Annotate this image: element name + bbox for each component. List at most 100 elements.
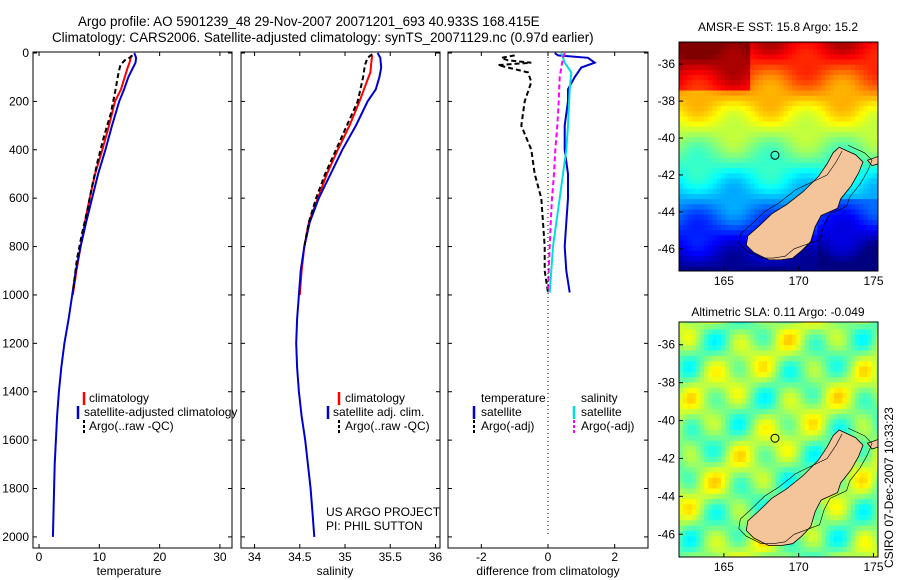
sst-map-cell — [725, 157, 730, 163]
sst-map-cell — [695, 110, 701, 117]
sst-map-cell — [850, 198, 856, 205]
sst-map-cell — [679, 126, 684, 132]
sla-map-cell — [746, 514, 751, 521]
sla-map-cell — [741, 488, 747, 494]
sla-map-cell — [699, 419, 705, 425]
sla-map-cell — [737, 397, 743, 404]
sst-map-cell — [708, 43, 713, 50]
sla-map-cell — [767, 339, 772, 346]
sla-map-cell — [683, 450, 688, 457]
sst-map-cell — [871, 59, 877, 65]
sst-map-cell — [792, 193, 797, 200]
sst-map-cell — [712, 131, 718, 138]
sla-map-cell — [712, 546, 718, 553]
sst-map-cell — [720, 95, 726, 101]
sla-map-cell — [787, 477, 793, 484]
sla-map-cell — [695, 445, 701, 452]
sst-map-cell — [863, 188, 868, 194]
sst-map-cell — [829, 79, 835, 86]
sst-map-cell — [683, 193, 688, 200]
sla-map-cell — [855, 461, 860, 468]
sla-map-cell — [863, 456, 868, 462]
sst-map-cell — [712, 157, 718, 163]
sst-map-cell — [767, 162, 772, 169]
sla-map-cell — [754, 551, 760, 557]
sst-map-cell — [762, 157, 768, 163]
sst-map-cell — [783, 183, 789, 189]
sst-map-cell — [758, 219, 764, 225]
sla-map-cell — [808, 397, 814, 404]
sst-map-cell — [829, 69, 835, 75]
sst-map-cell — [855, 74, 860, 81]
temperature-series-line-satellite-adjusted-climatology — [51, 52, 138, 537]
sla-map-cell — [787, 456, 793, 462]
sst-map-cell — [808, 121, 814, 127]
sst-map-cell — [863, 162, 868, 169]
sla-map-cell — [733, 360, 739, 367]
sla-map-cell — [855, 323, 860, 330]
sla-map-cell — [687, 509, 693, 515]
sst-map-cell — [775, 79, 781, 86]
sst-map-cell — [804, 157, 810, 163]
sla-map-cell — [771, 456, 776, 462]
sla-map-cell — [825, 403, 831, 409]
sst-map-cell — [796, 115, 801, 122]
sla-map-cell — [683, 509, 688, 515]
sla-map-cell — [683, 551, 688, 557]
sla-map-cell — [750, 424, 755, 431]
sla-map-cell — [842, 403, 848, 409]
sst-map-cell — [758, 43, 764, 50]
sst-map-cell — [850, 219, 856, 225]
sla-map-cell — [859, 355, 864, 362]
sst-map-cell — [863, 141, 868, 148]
sla-map-cell — [695, 456, 701, 462]
sst-map-cell — [838, 74, 843, 81]
sla-map-cell — [720, 509, 726, 515]
sla-map-cell — [695, 461, 701, 468]
sst-map-cell — [875, 48, 878, 55]
sst-map-cell — [783, 84, 789, 91]
sst-map-cell — [699, 105, 705, 112]
sst-map-cell — [762, 183, 768, 189]
sla-map-cell — [829, 355, 835, 362]
sla-map-cell — [720, 482, 726, 489]
sla-map-cell — [720, 371, 726, 378]
sst-map-cell — [838, 53, 843, 60]
sst-map-cell — [859, 110, 864, 117]
sla-map-cell — [720, 445, 726, 452]
sla-map-cell — [754, 381, 760, 388]
sst-map-cell — [855, 224, 860, 231]
sst-map-cell — [679, 188, 684, 194]
sst-map-cell — [850, 183, 856, 189]
sla-map-cell — [720, 408, 726, 415]
sst-map-cell — [771, 100, 776, 107]
sst-map-cell — [704, 64, 709, 70]
sla-map-cell — [821, 339, 827, 346]
sst-map-cell — [741, 188, 747, 194]
sla-map-cell — [838, 488, 843, 494]
sst-map-cell — [704, 48, 709, 55]
sst-map-cell — [746, 208, 751, 215]
sst-map-cell — [708, 74, 713, 81]
sla-map-cell — [863, 424, 868, 431]
sla-map-cell — [746, 488, 751, 494]
sst-map-cell — [716, 90, 722, 96]
sst-map: AMSR-E SST: 15.8 Argo: 15.2 165 170 175-36… — [658, 20, 884, 288]
sla-map-cell — [804, 530, 810, 537]
sst-map-cell — [720, 146, 726, 153]
sla-map-cell — [792, 477, 797, 484]
sla-map-cell — [825, 360, 831, 367]
sst-map-cell — [842, 250, 848, 256]
sla-map-cell — [808, 435, 814, 441]
sla-map-cell — [704, 514, 709, 521]
sst-map-cell — [737, 172, 743, 179]
sst-map-cell — [708, 198, 713, 205]
sst-map-cell — [708, 64, 713, 70]
sla-map-cell — [741, 334, 747, 340]
sla-map-cell — [733, 376, 739, 383]
sst-map-cell — [859, 90, 864, 96]
sst-map-cell — [750, 110, 755, 117]
sst-map-cell — [733, 208, 739, 215]
sst-map-cell — [758, 265, 764, 271]
sst-map-cell — [762, 214, 768, 220]
